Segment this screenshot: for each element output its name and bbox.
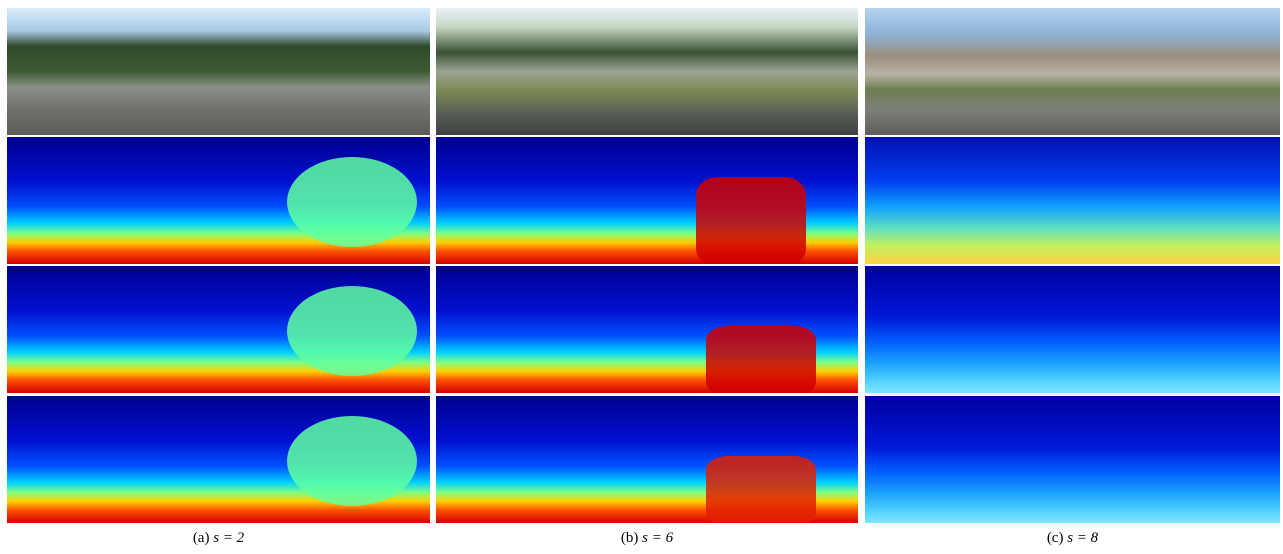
depth-region [287,157,417,247]
caption-label: (c) [1047,530,1064,546]
figure: {"captions": [ {"prefix": "(a)", "math":… [0,0,1283,554]
caption: (c) s = 8 [865,530,1280,547]
depth-map [865,137,1280,264]
depth-region [706,326,816,393]
caption-math: s = 2 [213,530,244,546]
input-image [865,8,1280,135]
caption-math: s = 6 [642,530,673,546]
input-image [436,8,858,135]
depth-map [865,266,1280,393]
depth-map [7,396,430,523]
depth-map [436,396,858,523]
depth-region [706,456,816,523]
input-image [7,8,430,135]
caption-label: (b) [621,530,639,546]
caption: (b) s = 6 [436,530,858,547]
depth-map [436,137,858,264]
depth-map [7,137,430,264]
depth-region [287,416,417,506]
caption: (a) s = 2 [7,530,430,547]
depth-region [696,177,806,264]
depth-region [287,286,417,376]
depth-map [436,266,858,393]
depth-map [865,396,1280,523]
caption-label: (a) [193,530,210,546]
depth-map [7,266,430,393]
caption-math: s = 8 [1067,530,1098,546]
